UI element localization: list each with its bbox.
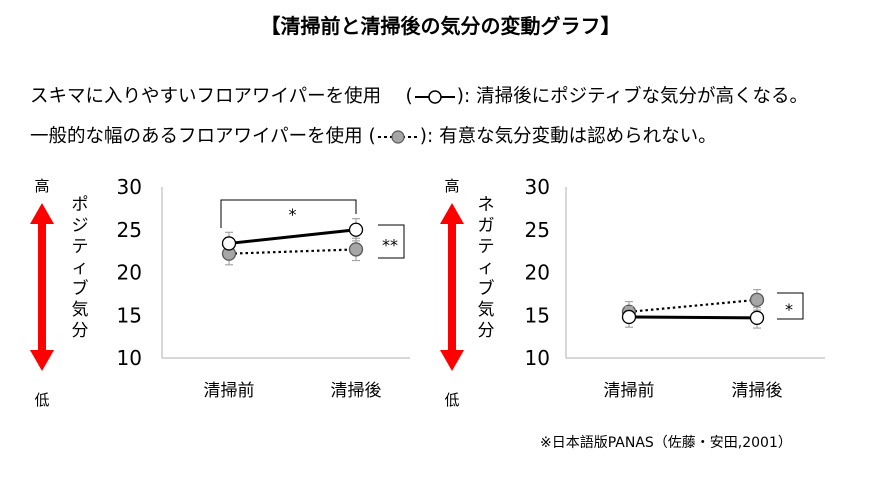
side-label-char: ネ <box>478 195 495 215</box>
y-tick-label: 15 <box>117 303 142 327</box>
data-point-open <box>221 236 237 251</box>
sig-bracket-series <box>777 292 804 320</box>
data-point-open <box>621 309 637 325</box>
sig-mark-time: * <box>289 205 297 224</box>
x-category-label: 清掃後 <box>732 381 783 401</box>
series-line-solid <box>228 228 357 245</box>
data-point-gray <box>749 292 765 308</box>
x-category-label: 清掃前 <box>204 381 255 401</box>
side-label-char: 気 <box>478 300 495 320</box>
legend-text-before-2: 一般的な幅のあるフロアワイパーを使用 ( <box>30 126 376 147</box>
y-tick-label: 30 <box>525 175 550 199</box>
legend-text-after-2: ): 有意な気分変動は認められない。 <box>419 126 717 147</box>
legend-symbol-open <box>414 90 455 104</box>
series-line-dotted <box>228 248 357 255</box>
red-arrow-down-head <box>30 350 54 371</box>
side-label-char: テ <box>72 237 89 257</box>
y-tick-label: 20 <box>117 261 142 285</box>
side-label-char: ジ <box>72 216 89 236</box>
side-label-char: 分 <box>72 321 89 341</box>
data-point-open <box>749 310 765 325</box>
sig-bracket-series <box>378 224 405 259</box>
sig-mark-series: ** <box>382 236 398 255</box>
red-arrow-up-head <box>30 203 54 224</box>
y-tick-label: 25 <box>525 218 550 242</box>
data-point-gray <box>348 242 364 257</box>
low-label: 低 <box>34 391 49 409</box>
y-tick-label: 10 <box>525 346 550 370</box>
legend-text-before-1: スキマに入りやすいフロアワイパーを使用 ( <box>30 86 413 107</box>
sig-bracket-time <box>220 199 357 228</box>
legend-item-open: スキマに入りやすいフロアワイパーを使用 ( ): 清掃後にポジティブな気分が高くな… <box>30 82 808 108</box>
side-label-char: ブ <box>478 278 495 299</box>
side-label-char: テ <box>478 237 495 257</box>
side-label-char: ブ <box>72 278 89 299</box>
x-category-label: 清掃前 <box>604 381 655 401</box>
side-label-char: ポ <box>72 195 89 215</box>
legend-symbol-gray <box>377 130 418 144</box>
side-label-char: ィ <box>478 258 495 278</box>
y-tick-label: 20 <box>525 261 550 285</box>
sig-mark-series: * <box>785 300 793 319</box>
series-line-solid <box>628 315 758 320</box>
high-label: 高 <box>444 177 459 195</box>
legend-item-gray: 一般的な幅のあるフロアワイパーを使用 ( ): 有意な気分変動は認められない。 <box>30 122 717 148</box>
y-tick-label: 30 <box>117 175 142 199</box>
x-category-label: 清掃後 <box>331 381 382 401</box>
side-label-char: ガ <box>478 216 495 236</box>
y-tick-label: 15 <box>525 303 550 327</box>
side-label-char: ィ <box>72 258 89 278</box>
chart-title: 【清掃前と清掃後の気分の変動グラフ】 <box>260 14 621 38</box>
red-arrow-up-head <box>440 203 464 224</box>
high-label: 高 <box>34 177 49 195</box>
source-note: ※日本語版PANAS（佐藤・安田,2001） <box>540 435 792 451</box>
side-label-char: 気 <box>72 300 89 320</box>
y-tick-label: 10 <box>117 346 142 370</box>
y-tick-label: 25 <box>117 218 142 242</box>
legend-text-after-1: ): 清掃後にポジティブな気分が高くなる。 <box>456 86 808 107</box>
data-point-open <box>348 222 364 237</box>
low-label: 低 <box>444 391 459 409</box>
red-arrow-down-head <box>440 350 464 371</box>
series-line-dotted <box>628 298 758 313</box>
side-label-char: 分 <box>478 321 495 341</box>
